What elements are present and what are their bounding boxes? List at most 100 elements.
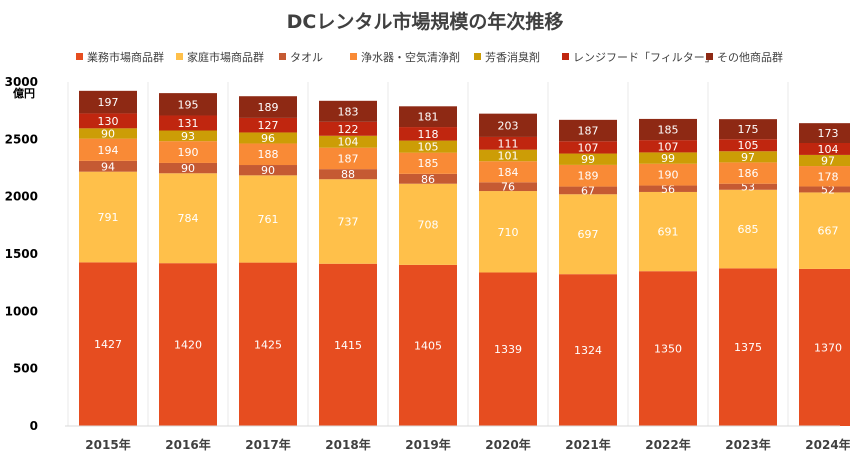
- data-label: 93: [181, 130, 195, 143]
- data-label: 691: [658, 226, 679, 239]
- bar-segment: [559, 274, 617, 426]
- data-label: 94: [101, 160, 115, 173]
- data-label: 105: [738, 139, 759, 152]
- data-label: 101: [498, 149, 519, 162]
- legend-item: 業務市場商品群: [76, 50, 164, 64]
- bar-segment: [239, 262, 297, 426]
- bar-segment: [639, 140, 697, 153]
- data-label: 194: [98, 144, 119, 157]
- data-label: 56: [661, 183, 675, 196]
- data-label: 784: [178, 212, 199, 225]
- data-label: 1370: [814, 341, 842, 354]
- bar-segment: [559, 186, 617, 195]
- legend-item: その他商品群: [706, 50, 783, 64]
- data-label: 99: [661, 152, 675, 165]
- legend-label: その他商品群: [717, 50, 783, 64]
- bar-segment: [639, 271, 697, 426]
- x-tick-label: 2021年: [565, 437, 610, 452]
- x-tick-label: 2024年: [805, 437, 850, 452]
- bar-segment: [399, 127, 457, 141]
- data-label: 203: [498, 119, 519, 132]
- bar-segment: [239, 165, 297, 176]
- bar-segment: [639, 191, 697, 272]
- data-label: 175: [738, 123, 759, 136]
- data-label: 1324: [574, 344, 602, 357]
- bar-segment: [719, 151, 777, 163]
- data-label: 131: [178, 117, 199, 130]
- bar-segment: [559, 153, 617, 165]
- y-tick-label: 500: [13, 362, 38, 376]
- data-label: 685: [738, 223, 759, 236]
- bar-segment: [479, 149, 537, 162]
- legend-label: 家庭市場商品群: [187, 50, 264, 64]
- bar-segment: [479, 191, 537, 273]
- data-label: 90: [181, 162, 195, 175]
- x-tick-label: 2019年: [405, 437, 450, 452]
- x-tick-label: 2016年: [165, 437, 210, 452]
- data-label: 111: [498, 137, 519, 150]
- bar-segment: [719, 119, 777, 140]
- legend-swatch: [562, 53, 569, 60]
- data-label: 1405: [414, 339, 442, 352]
- data-label: 183: [338, 105, 359, 118]
- data-label: 188: [258, 148, 279, 161]
- legend-label: レンジフード「フィルター」: [573, 51, 716, 64]
- data-label: 99: [581, 153, 595, 166]
- legend-swatch: [176, 53, 183, 60]
- x-tick-label: 2018年: [325, 437, 370, 452]
- bar-segment: [799, 186, 850, 193]
- legend: 業務市場商品群 家庭市場商品群 タオル 浄水器・空気清浄剤 芳香消臭剤 レンジフード「フィ…: [76, 50, 783, 64]
- legend-label: 業務市場商品群: [87, 50, 164, 64]
- bar-segment: [399, 173, 457, 184]
- bar-segment: [239, 175, 297, 263]
- bars: 1427791941949013019714207849019093131195…: [67, 82, 850, 426]
- bar-segment: [79, 128, 137, 139]
- data-label: 53: [741, 181, 755, 194]
- data-label: 90: [101, 127, 115, 140]
- bar-segment: [319, 147, 377, 170]
- data-label: 181: [418, 111, 439, 124]
- data-label: 187: [338, 152, 359, 165]
- legend-item: 浄水器・空気清浄剤: [350, 50, 460, 64]
- x-tick-label: 2017年: [245, 437, 290, 452]
- bar-segment: [719, 162, 777, 184]
- bar-segment: [159, 162, 217, 174]
- bar-segment: [639, 118, 697, 141]
- bar-segment: [79, 160, 137, 172]
- data-label: 105: [418, 141, 439, 154]
- bar-segment: [479, 272, 537, 426]
- x-tick-label: 2015年: [85, 437, 130, 452]
- data-label: 88: [341, 168, 355, 181]
- bar-segment: [79, 113, 137, 129]
- bar-segment: [639, 163, 697, 186]
- legend-swatch: [474, 53, 481, 60]
- bar-segment: [159, 173, 217, 264]
- y-tick-label: 1500: [5, 247, 38, 261]
- bar-segment: [159, 130, 217, 142]
- bar-segment: [319, 169, 377, 180]
- bar-segment: [79, 262, 137, 426]
- data-label: 1350: [654, 343, 682, 356]
- data-label: 710: [498, 226, 519, 239]
- legend-swatch: [279, 53, 286, 60]
- y-tick-label: 0: [30, 419, 38, 433]
- bar-segment: [799, 143, 850, 155]
- data-label: 97: [741, 151, 755, 164]
- data-label: 1415: [334, 339, 362, 352]
- data-label: 118: [418, 128, 439, 141]
- bar-segment: [479, 161, 537, 183]
- y-axis: 0 500 1000 1500 2000 2500 3000: [5, 75, 38, 433]
- y-tick-label: 1000: [5, 304, 38, 318]
- bar-segment: [159, 115, 217, 131]
- y-tick-label: 2000: [5, 190, 38, 204]
- data-label: 76: [501, 181, 515, 194]
